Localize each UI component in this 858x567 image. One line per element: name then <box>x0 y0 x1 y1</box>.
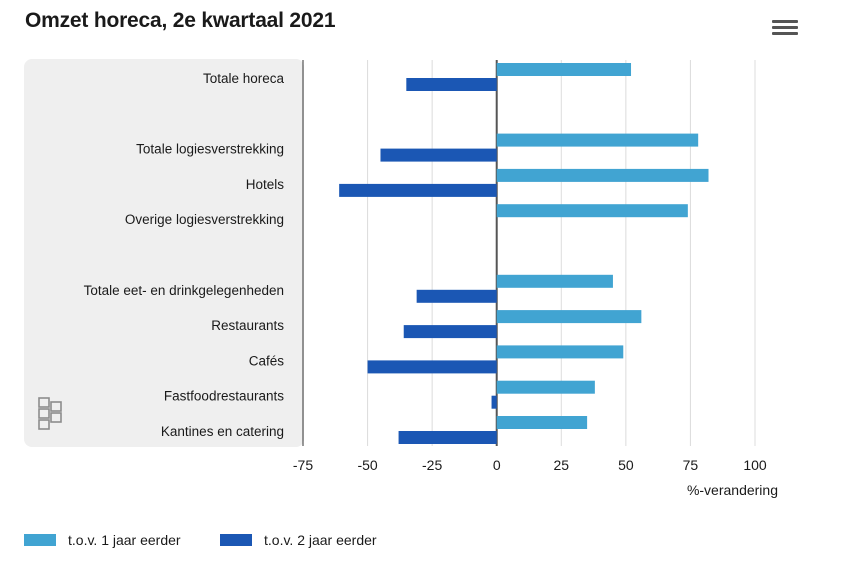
x-tick-label: 25 <box>553 457 569 473</box>
bar-series-1[interactable] <box>496 380 595 394</box>
bar-series-2[interactable] <box>398 431 497 444</box>
bar-series-2[interactable] <box>367 360 497 374</box>
category-label: Cafés <box>249 353 285 368</box>
x-tick-label: -75 <box>293 457 313 473</box>
category-label: Totale eet- en drinkgelegenheden <box>84 283 284 298</box>
bar-series-1[interactable] <box>496 168 709 182</box>
category-label: Restaurants <box>211 318 284 333</box>
x-tick-label: -50 <box>357 457 377 473</box>
bar-series-1[interactable] <box>496 63 632 76</box>
category-label: Overige logiesverstrekking <box>125 212 284 227</box>
bar-series-2[interactable] <box>403 325 497 339</box>
bar-series-1[interactable] <box>496 310 642 324</box>
x-tick-label: 50 <box>618 457 634 473</box>
legend-label: t.o.v. 2 jaar eerder <box>264 532 377 548</box>
bar-series-2[interactable] <box>416 289 497 303</box>
bar-series-2[interactable] <box>406 78 497 91</box>
category-label-panel <box>24 59 304 447</box>
chart-title: Omzet horeca, 2e kwartaal 2021 <box>25 9 336 32</box>
bar-series-1[interactable] <box>496 416 588 429</box>
bar-series-2[interactable] <box>380 148 497 162</box>
category-label: Totale logiesverstrekking <box>136 142 284 157</box>
category-label: Totale horeca <box>203 71 285 86</box>
legend-item-series-1[interactable]: t.o.v. 1 jaar eerder <box>24 532 181 548</box>
hamburger-menu-icon[interactable] <box>772 20 798 40</box>
x-tick-label: -25 <box>422 457 442 473</box>
category-label: Fastfoodrestaurants <box>164 389 284 404</box>
legend-label: t.o.v. 1 jaar eerder <box>68 532 181 548</box>
legend-swatch <box>220 534 252 546</box>
x-tick-label: 75 <box>683 457 699 473</box>
bar-series-2[interactable] <box>491 395 497 409</box>
bar-series-1[interactable] <box>496 133 699 147</box>
cbs-logo-icon <box>38 397 62 430</box>
x-tick-label: 100 <box>743 457 767 473</box>
bar-series-1[interactable] <box>496 345 624 359</box>
category-label: Hotels <box>246 177 285 192</box>
legend-swatch <box>24 534 56 546</box>
bar-series-1[interactable] <box>496 274 613 288</box>
bar-series-1[interactable] <box>496 204 688 218</box>
category-label: Kantines en catering <box>161 424 284 439</box>
bar-series-2[interactable] <box>339 183 497 197</box>
x-axis-label: %-verandering <box>687 482 778 498</box>
x-tick-label: 0 <box>493 457 501 473</box>
legend-item-series-2[interactable]: t.o.v. 2 jaar eerder <box>220 532 377 548</box>
